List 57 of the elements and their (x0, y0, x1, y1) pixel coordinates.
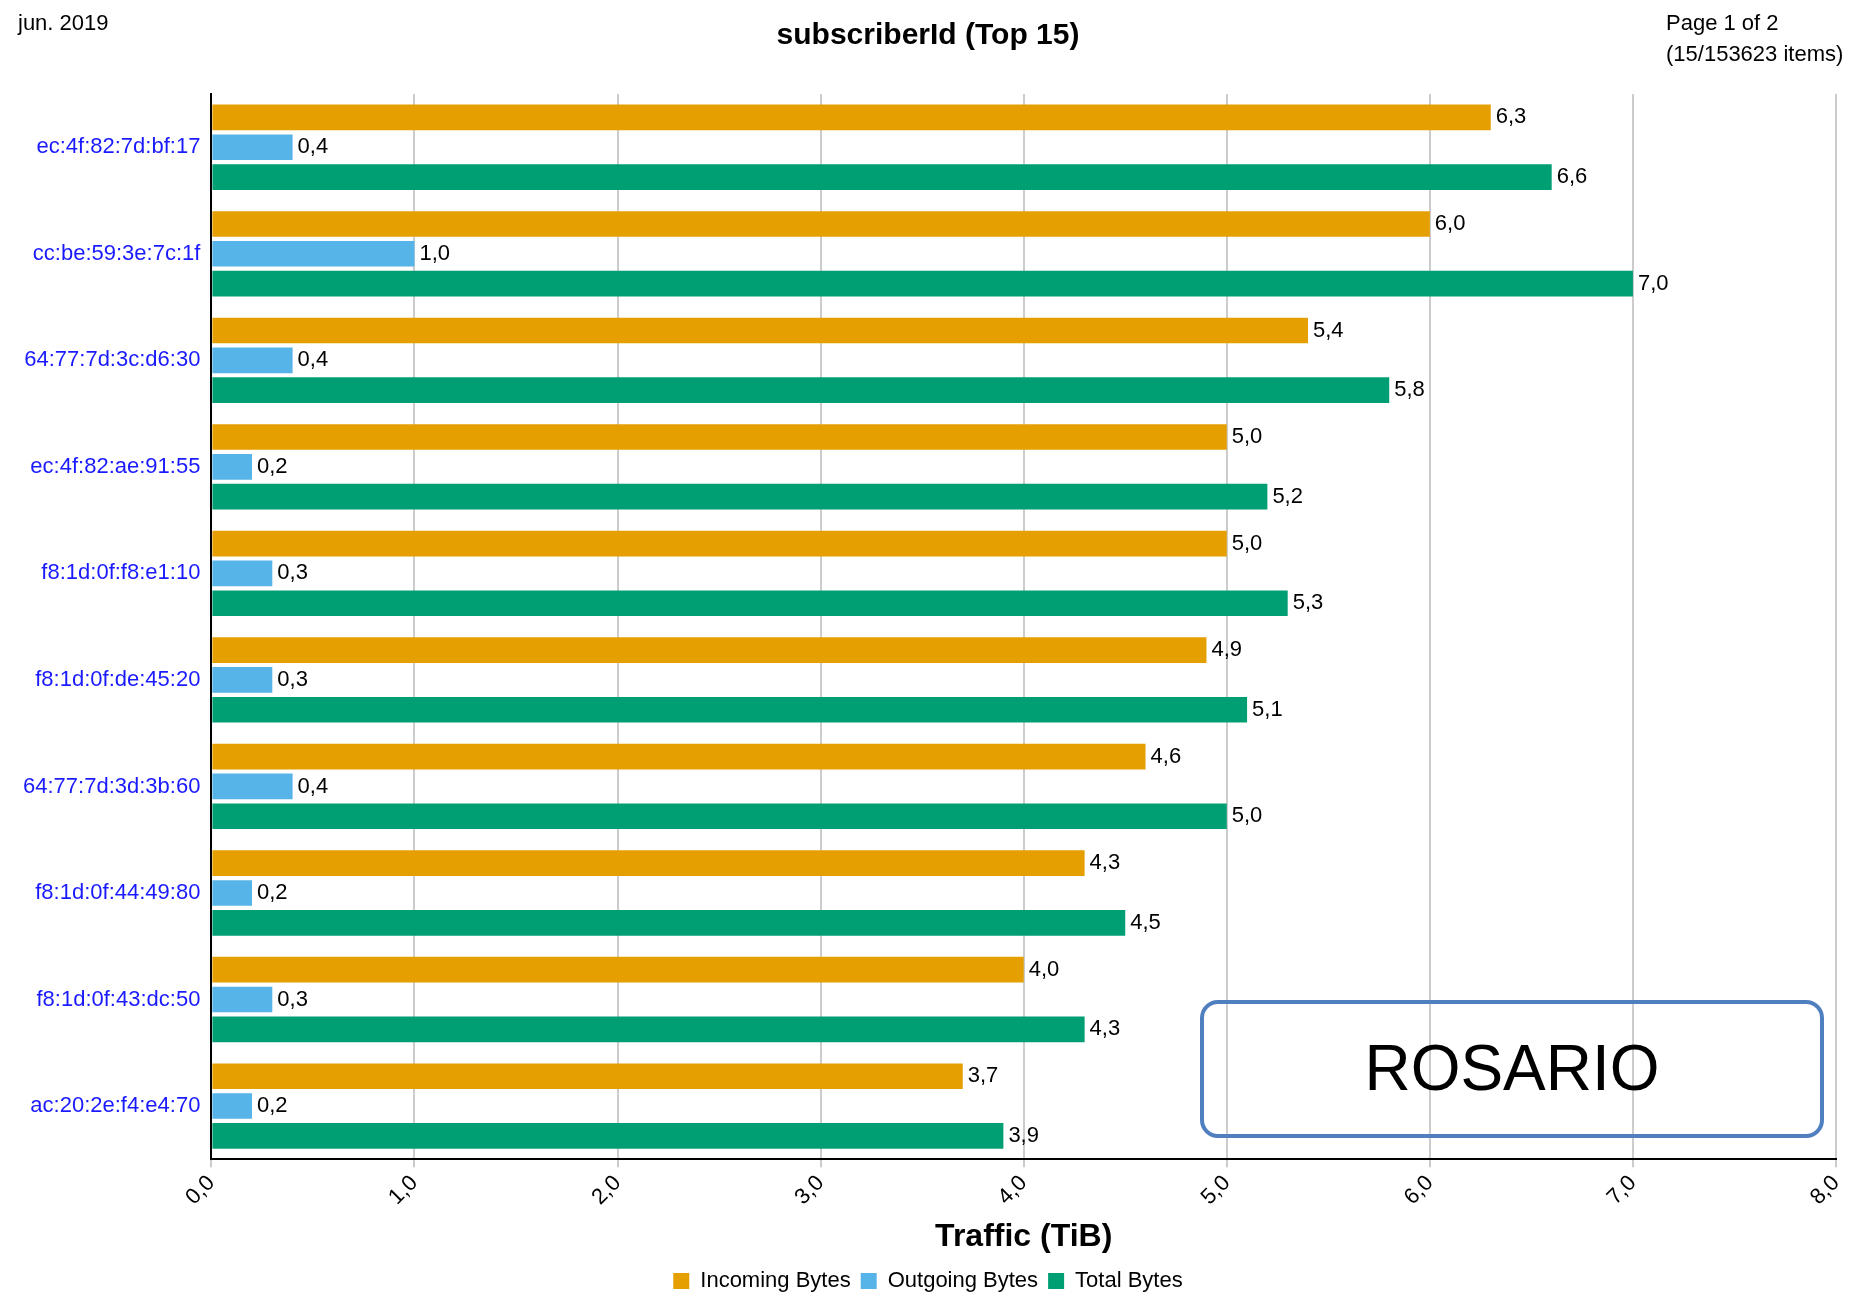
y-tick-label: f8:1d:0f:44:49:80 (35, 879, 201, 905)
y-tick-label: 64:77:7d:3c:d6:30 (24, 346, 201, 372)
text: Page 1 of 2 (15/153623 items) (1666, 9, 1844, 68)
legend-label: Total Bytes (1075, 1267, 1183, 1293)
x-tick-label: 4,0 (992, 1169, 1032, 1210)
y-tick-label: f8:1d:0f:de:45:20 (35, 665, 201, 691)
data-label: 5,0 (1231, 802, 1263, 828)
chart-title: subscriberId (Top 15) (776, 17, 1080, 51)
x-tick-label: 2,0 (586, 1169, 626, 1210)
y-tick-label: ac:20:2e:f4:e4:70 (30, 1092, 201, 1118)
data-label: 0,4 (297, 346, 329, 372)
data-label: 0,3 (277, 665, 308, 691)
x-tick-label: 8,0 (1804, 1169, 1844, 1210)
y-tick-label: cc:be:59:3e:7c:1f (32, 239, 202, 265)
data-label: 5,2 (1272, 482, 1303, 508)
data-label: 4,3 (1089, 1015, 1121, 1041)
data-label: 3,9 (1008, 1121, 1039, 1147)
legend-label: Outgoing Bytes (887, 1267, 1039, 1293)
legend-label: Incoming Bytes (700, 1267, 851, 1293)
data-label: 4,9 (1211, 636, 1243, 662)
data-label: 4,0 (1028, 955, 1060, 981)
data-label: 0,2 (257, 879, 288, 905)
x-tick-label: 1,0 (382, 1169, 423, 1210)
y-tick-label: 64:77:7d:3d:3b:60 (23, 772, 201, 798)
x-tick-label: 0,0 (179, 1169, 220, 1210)
data-label: 0,3 (277, 559, 308, 585)
y-tick-label: ec:4f:82:ae:91:55 (30, 452, 201, 478)
x-tick-label: 7,0 (1601, 1169, 1641, 1210)
y-tick-label: f8:1d:0f:43:dc:50 (36, 985, 201, 1011)
data-label: 1,0 (419, 239, 451, 265)
data-label: 3,7 (967, 1062, 999, 1088)
data-label: 5,3 (1292, 589, 1324, 615)
x-tick-label: 3,0 (789, 1169, 829, 1210)
data-label: 0,3 (277, 985, 308, 1011)
y-tick-label: f8:1d:0f:f8:e1:10 (41, 559, 201, 585)
data-label: 4,3 (1089, 849, 1121, 875)
data-label: 6,3 (1495, 103, 1527, 129)
data-label: 4,6 (1150, 742, 1182, 768)
data-label: 0,4 (297, 133, 329, 159)
data-label: 5,0 (1231, 423, 1263, 449)
x-axis-title: Traffic (TiB) (935, 1216, 1113, 1253)
data-label: 5,8 (1394, 376, 1425, 402)
data-label: 0,2 (257, 1092, 288, 1118)
x-tick-label: 5,0 (1195, 1169, 1235, 1210)
data-label: 0,2 (257, 452, 288, 478)
x-tick-label: 6,0 (1398, 1169, 1438, 1210)
text: jun. 2019 (18, 9, 109, 37)
data-label: 5,4 (1313, 316, 1344, 342)
y-tick-label: ec:4f:82:7d:bf:17 (36, 133, 201, 159)
data-label: 6,6 (1556, 163, 1588, 189)
label-box: ROSARIO (1200, 1000, 1824, 1138)
data-label: 4,5 (1130, 908, 1161, 934)
data-label: 0,4 (297, 772, 329, 798)
data-label: 7,0 (1637, 269, 1669, 295)
data-label: 6,0 (1434, 210, 1466, 236)
data-label: 5,0 (1231, 529, 1263, 555)
data-label: 5,1 (1252, 695, 1283, 721)
